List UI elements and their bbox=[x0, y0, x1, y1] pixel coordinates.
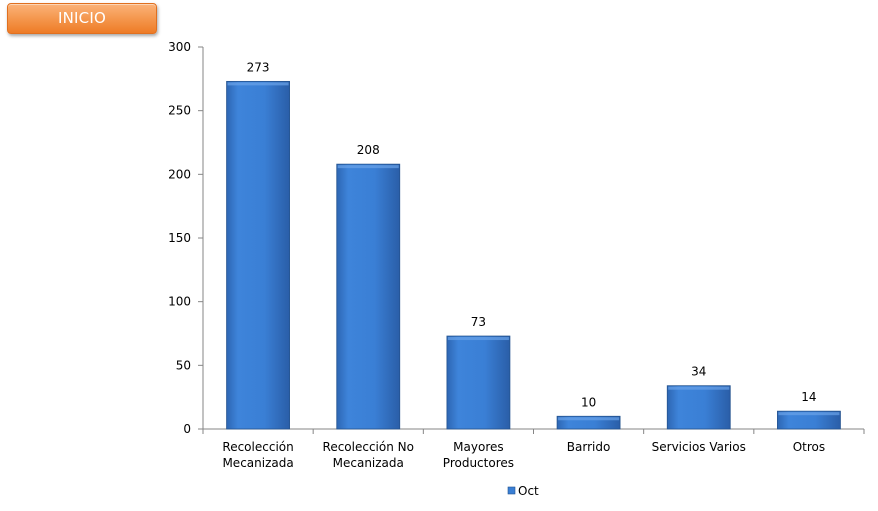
y-tick-label: 250 bbox=[168, 104, 191, 118]
inicio-button[interactable]: INICIO bbox=[7, 3, 157, 34]
legend-swatch bbox=[507, 486, 516, 495]
bar bbox=[777, 410, 841, 430]
y-tick-label: 100 bbox=[168, 295, 191, 309]
bar-highlight bbox=[227, 82, 289, 86]
data-label: 208 bbox=[357, 143, 380, 157]
data-label: 14 bbox=[801, 390, 816, 404]
y-tick-label: 50 bbox=[176, 358, 191, 372]
bar-highlight bbox=[778, 412, 840, 416]
x-category-label: Barrido bbox=[567, 440, 611, 454]
bar-highlight bbox=[558, 417, 620, 421]
bar bbox=[666, 385, 731, 430]
x-category-label: Servicios Varios bbox=[652, 440, 746, 454]
bar bbox=[336, 163, 401, 430]
data-label: 34 bbox=[691, 365, 706, 379]
x-category-label: Mecanizada bbox=[333, 456, 404, 470]
x-category-label: Recolección bbox=[222, 440, 293, 454]
bar-highlight bbox=[447, 337, 509, 341]
y-tick-label: 200 bbox=[168, 167, 191, 181]
x-category-label: Mecanizada bbox=[222, 456, 293, 470]
x-category-label: Productores bbox=[443, 456, 514, 470]
data-label: 10 bbox=[581, 395, 596, 409]
x-category-label: Mayores bbox=[453, 440, 503, 454]
plot-area: 0 50 100 150 200 250 300 273 Recolección Mecaniza… bbox=[168, 40, 865, 498]
data-label: 73 bbox=[471, 315, 486, 329]
data-label: 273 bbox=[247, 60, 270, 74]
bar-highlight bbox=[668, 386, 730, 390]
legend-label: Oct bbox=[518, 484, 539, 498]
x-category-label: Otros bbox=[793, 440, 825, 454]
x-category-label: Recolección No bbox=[323, 440, 414, 454]
y-tick-label: 150 bbox=[168, 231, 191, 245]
bar bbox=[446, 335, 511, 430]
y-tick-label: 0 bbox=[183, 422, 191, 436]
bar-highlight bbox=[337, 165, 399, 169]
bar bbox=[226, 80, 290, 430]
y-tick-label: 300 bbox=[168, 40, 191, 54]
